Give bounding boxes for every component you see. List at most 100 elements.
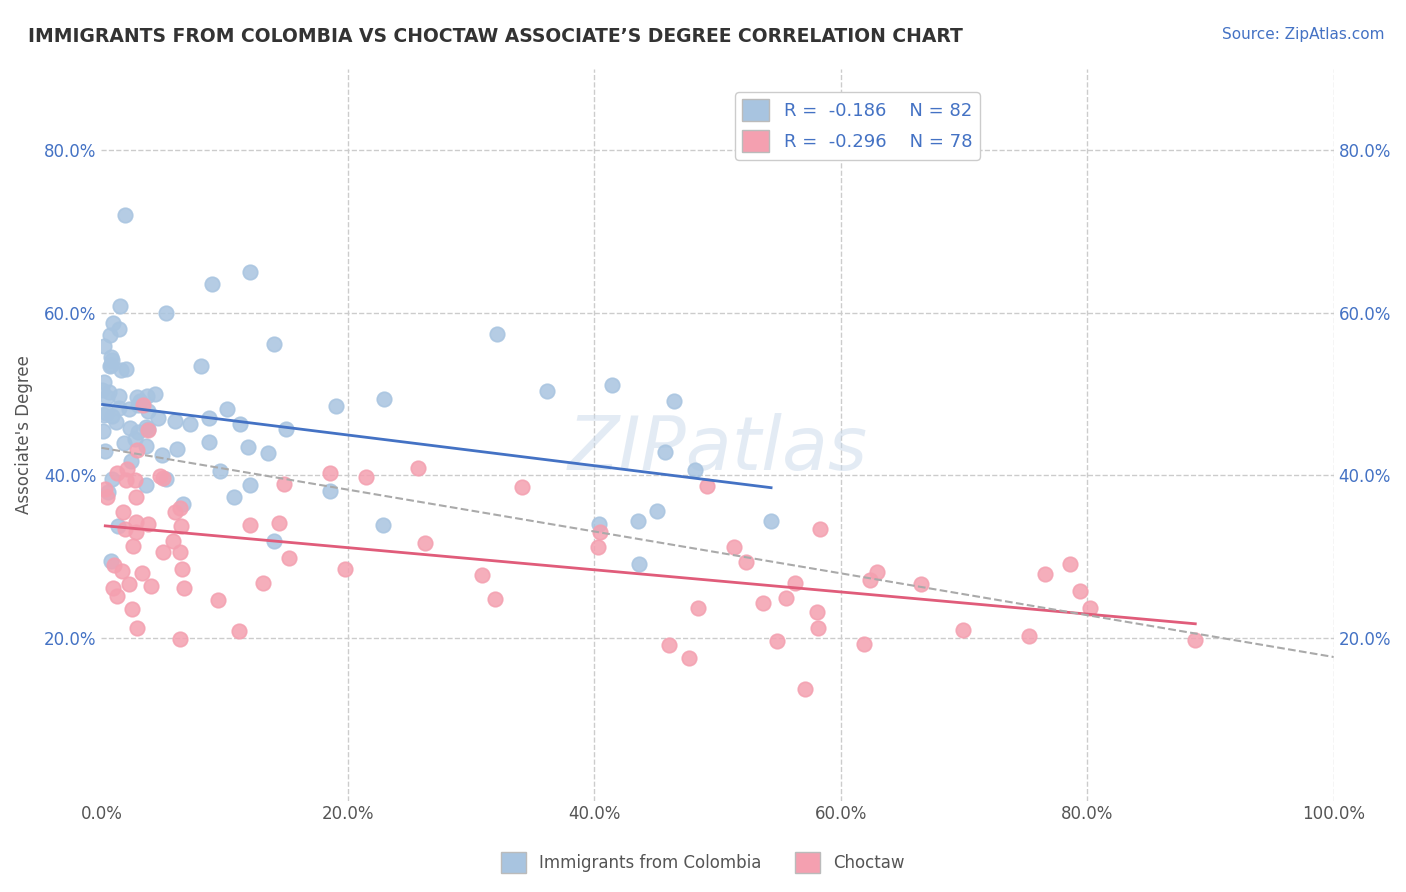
- Point: [273, 476, 295, 491]
- Point: [373, 392, 395, 406]
- Point: [356, 470, 378, 484]
- Point: [124, 432, 146, 446]
- Point: [101, 353, 124, 368]
- Point: [588, 516, 610, 531]
- Point: [239, 265, 262, 279]
- Point: [98, 359, 121, 373]
- Point: [217, 402, 239, 417]
- Point: [486, 327, 509, 342]
- Point: [136, 404, 159, 418]
- Point: [662, 393, 685, 408]
- Point: [627, 558, 650, 572]
- Point: [100, 359, 122, 373]
- Point: [121, 453, 143, 467]
- Point: [658, 638, 681, 652]
- Point: [808, 522, 831, 536]
- Point: [759, 514, 782, 528]
- Point: [125, 516, 148, 530]
- Point: [1033, 566, 1056, 581]
- Point: [150, 448, 173, 462]
- Point: [136, 517, 159, 532]
- Point: [125, 490, 148, 504]
- Point: [627, 514, 650, 528]
- Point: [723, 540, 745, 554]
- Point: [114, 208, 136, 222]
- Point: [96, 390, 118, 404]
- Point: [125, 621, 148, 635]
- Point: [318, 466, 340, 480]
- Point: [103, 316, 125, 330]
- Point: [952, 624, 974, 638]
- Point: [278, 551, 301, 566]
- Point: [765, 634, 787, 648]
- Point: [645, 504, 668, 518]
- Point: [775, 591, 797, 606]
- Point: [1018, 629, 1040, 643]
- Point: [98, 327, 121, 342]
- Point: [783, 576, 806, 591]
- Point: [169, 500, 191, 515]
- Point: [155, 472, 177, 486]
- Point: [536, 384, 558, 398]
- Point: [108, 389, 131, 403]
- Point: [136, 424, 159, 438]
- Point: [97, 485, 120, 500]
- Point: [586, 540, 609, 554]
- Point: [103, 582, 125, 596]
- Point: [94, 407, 117, 421]
- Point: [170, 562, 193, 576]
- Point: [101, 472, 124, 486]
- Point: [471, 567, 494, 582]
- Point: [806, 605, 828, 619]
- Point: [110, 363, 132, 377]
- Point: [207, 593, 229, 607]
- Point: [93, 339, 115, 353]
- Point: [108, 299, 131, 313]
- Point: [107, 589, 129, 603]
- Point: [678, 651, 700, 665]
- Point: [252, 575, 274, 590]
- Point: [135, 440, 157, 454]
- Point: [208, 464, 231, 478]
- Point: [139, 579, 162, 593]
- Point: [107, 519, 129, 533]
- Point: [127, 398, 149, 412]
- Point: [143, 387, 166, 401]
- Point: [484, 591, 506, 606]
- Legend: R =  -0.186    N = 82, R =  -0.296    N = 78: R = -0.186 N = 82, R = -0.296 N = 78: [735, 92, 980, 160]
- Point: [135, 389, 157, 403]
- Point: [125, 443, 148, 458]
- Point: [163, 505, 186, 519]
- Point: [112, 436, 135, 450]
- Point: [1069, 583, 1091, 598]
- Point: [169, 544, 191, 558]
- Point: [100, 350, 122, 364]
- Text: IMMIGRANTS FROM COLOMBIA VS CHOCTAW ASSOCIATE’S DEGREE CORRELATION CHART: IMMIGRANTS FROM COLOMBIA VS CHOCTAW ASSO…: [28, 27, 963, 45]
- Point: [121, 540, 143, 554]
- Point: [198, 411, 221, 425]
- Point: [172, 497, 194, 511]
- Point: [94, 482, 117, 496]
- Point: [97, 384, 120, 399]
- Point: [93, 409, 115, 423]
- Point: [239, 518, 262, 533]
- Point: [117, 462, 139, 476]
- Point: [1184, 633, 1206, 648]
- Point: [269, 516, 291, 530]
- Point: [114, 522, 136, 536]
- Point: [155, 305, 177, 319]
- Text: ZIPatlas: ZIPatlas: [568, 413, 868, 485]
- Point: [325, 399, 347, 413]
- Point: [94, 444, 117, 458]
- Point: [118, 576, 141, 591]
- Point: [589, 525, 612, 540]
- Point: [415, 536, 437, 550]
- Point: [197, 435, 219, 450]
- Point: [239, 478, 262, 492]
- Point: [162, 533, 184, 548]
- Point: [149, 468, 172, 483]
- Y-axis label: Associate's Degree: Associate's Degree: [15, 355, 32, 514]
- Point: [131, 566, 153, 580]
- Point: [170, 519, 193, 533]
- Point: [600, 377, 623, 392]
